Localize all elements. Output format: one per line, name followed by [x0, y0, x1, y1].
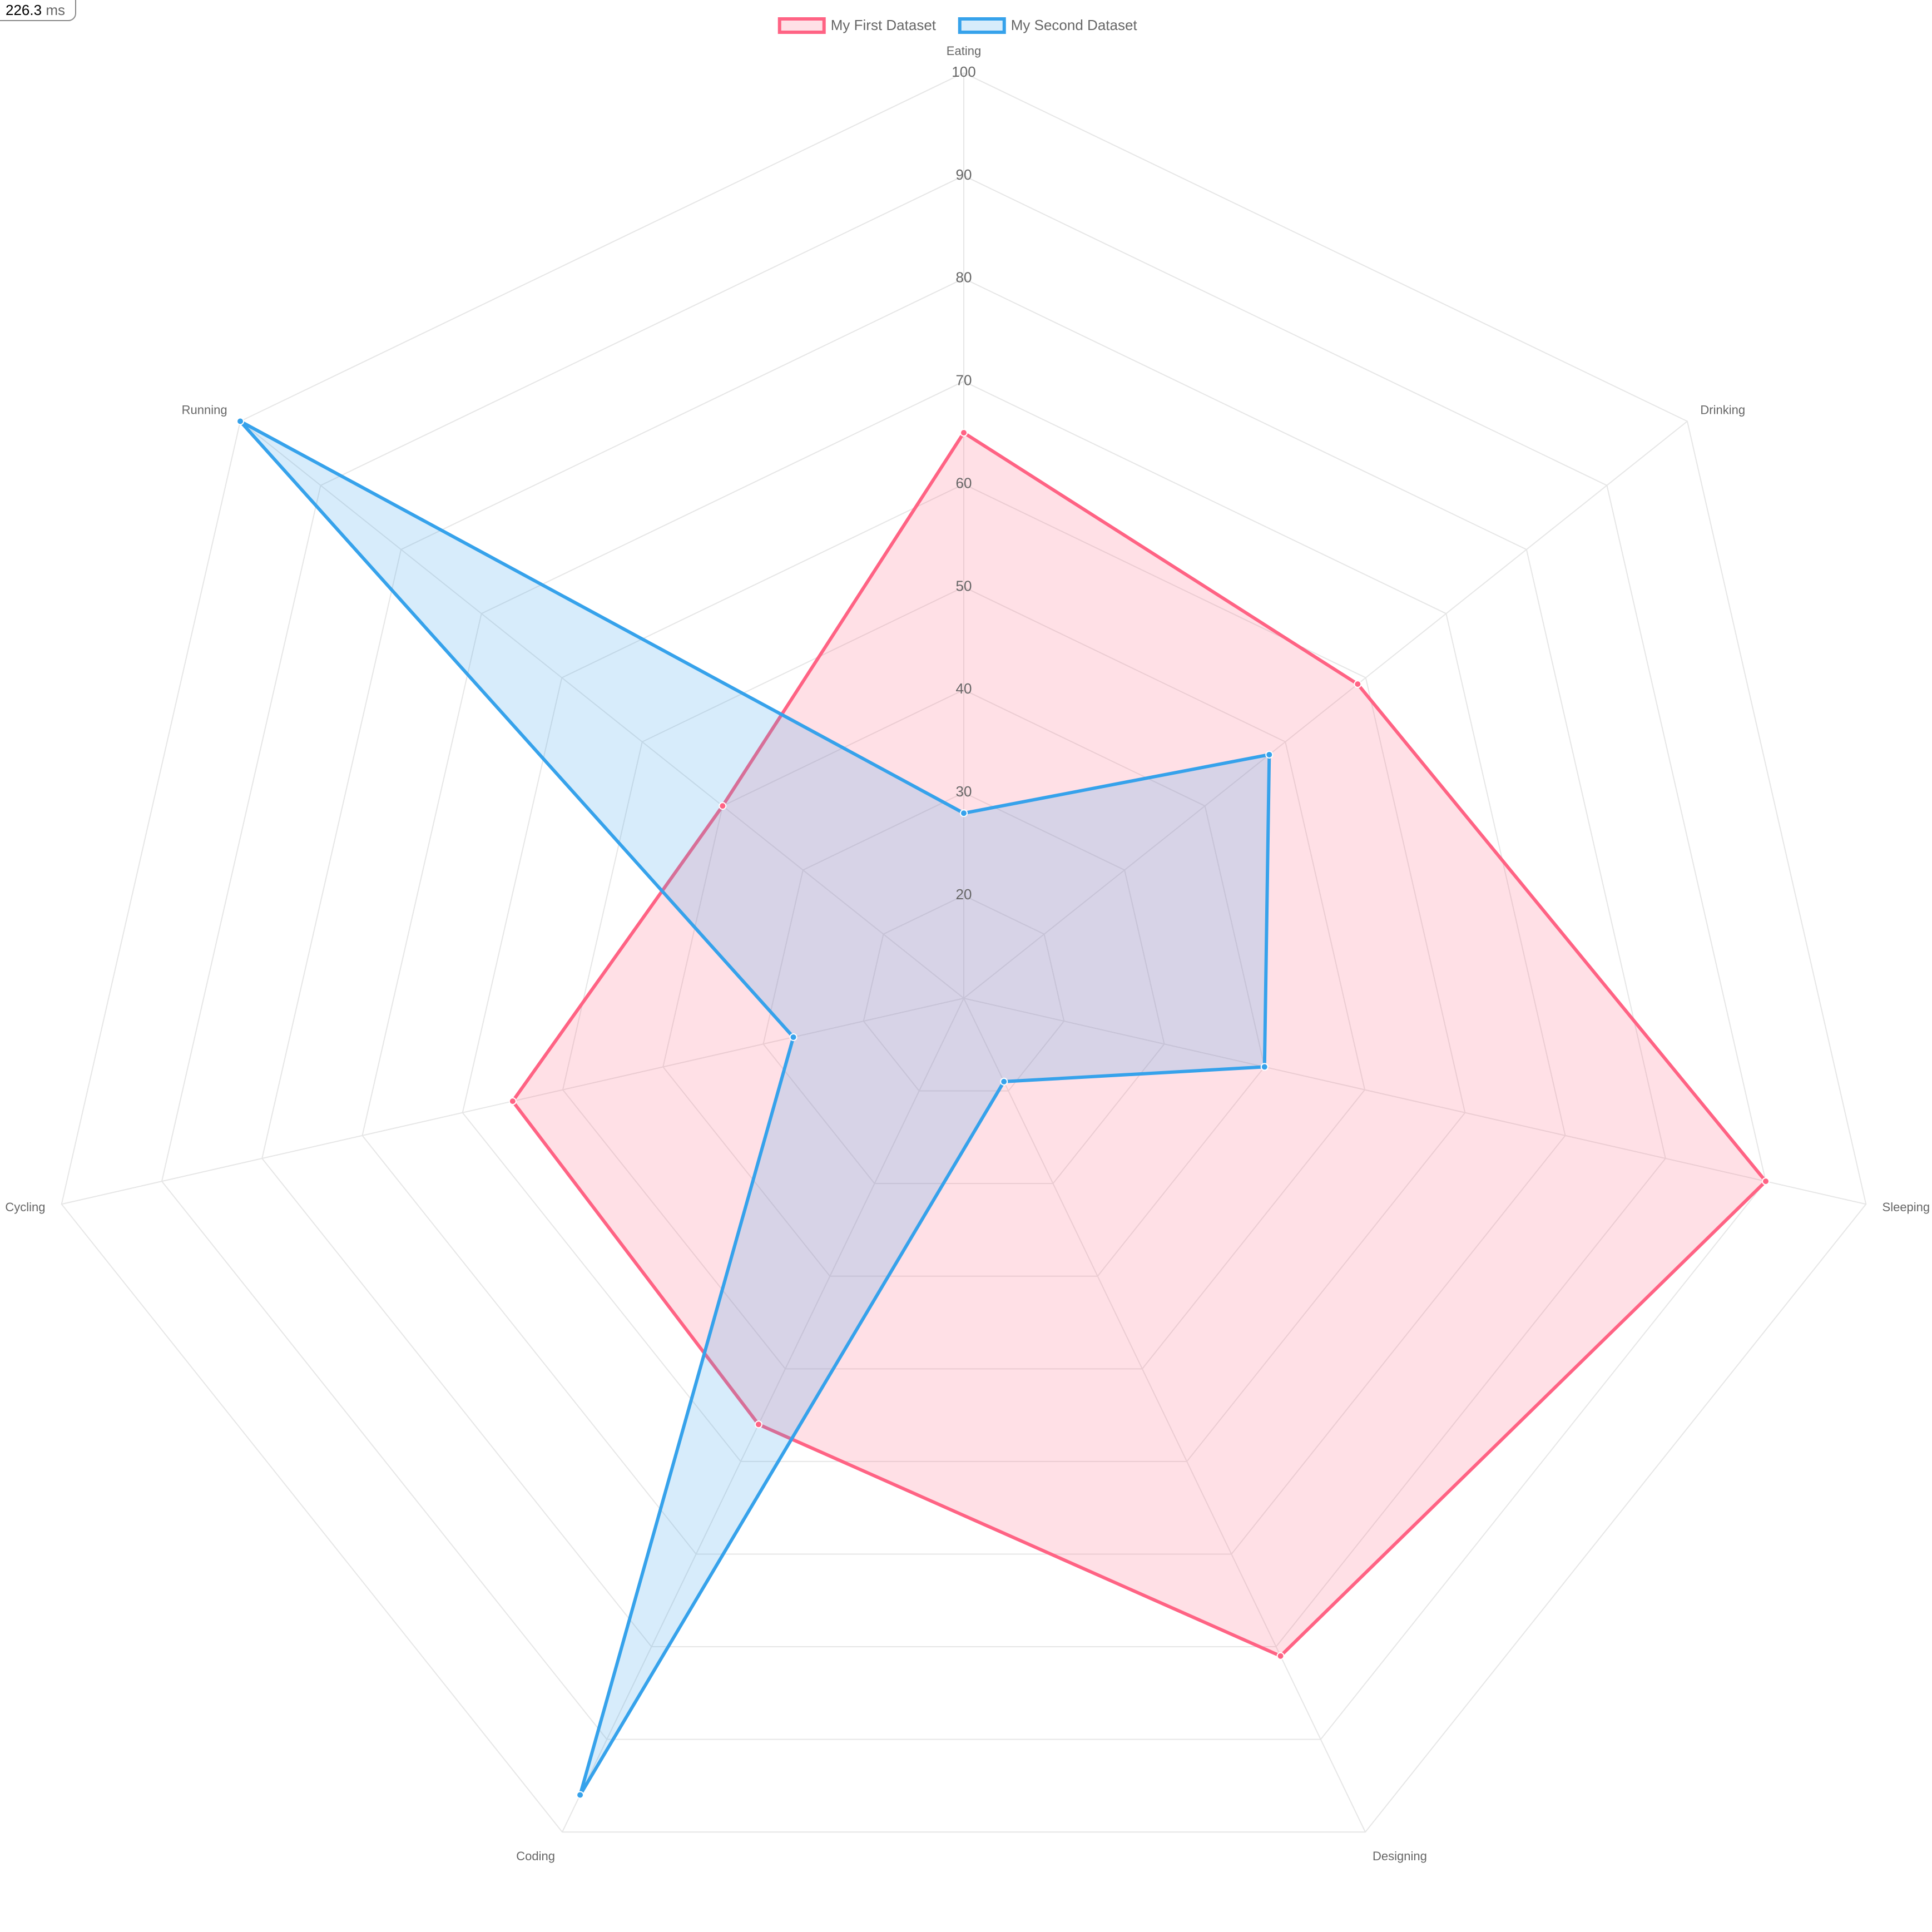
point-label: Eating — [947, 44, 981, 58]
data-point — [789, 1033, 797, 1041]
data-point — [576, 1791, 584, 1799]
data-point — [1354, 680, 1362, 688]
data-point — [1000, 1077, 1008, 1086]
r-tick-label: 30 — [956, 783, 972, 800]
legend-label: My First Dataset — [831, 17, 937, 33]
data-point — [1265, 750, 1274, 759]
grid-ring — [61, 72, 1867, 1833]
r-tick-label: 80 — [956, 269, 972, 286]
grid-ring — [762, 792, 1165, 1185]
data-point — [508, 1097, 517, 1106]
r-tick-label: 40 — [956, 680, 972, 697]
point-label: Drinking — [1700, 403, 1745, 417]
angle-line — [562, 998, 964, 1832]
legend: My First Dataset My Second Dataset — [777, 17, 1138, 34]
r-tick-label: 50 — [956, 577, 972, 594]
grid-ring — [863, 895, 1065, 1092]
grid-ring — [662, 689, 1265, 1277]
grid-ring — [361, 380, 1566, 1555]
r-tick-label: 90 — [956, 166, 972, 183]
data-point — [1762, 1177, 1770, 1186]
timing-unit: ms — [46, 2, 65, 18]
point-label: Cycling — [5, 1200, 45, 1214]
r-tick-label: 70 — [956, 372, 972, 389]
point-label: Designing — [1373, 1849, 1427, 1863]
r-tick-label: 100 — [952, 63, 975, 80]
grid-ring — [161, 175, 1767, 1740]
point-label: Running — [182, 403, 227, 417]
timing-value: 226.3 — [6, 2, 42, 18]
data-point — [1260, 1063, 1269, 1071]
data-point — [1276, 1652, 1285, 1660]
angle-line — [240, 420, 964, 999]
legend-label: My Second Dataset — [1011, 17, 1138, 33]
r-tick-label: 60 — [956, 474, 972, 491]
data-point — [960, 429, 968, 437]
data-point — [236, 417, 245, 425]
data-point — [719, 802, 727, 810]
legend-swatch — [958, 17, 1006, 34]
timing-badge: 226.3 ms — [0, 0, 76, 21]
angle-line — [963, 998, 1366, 1832]
data-point — [960, 809, 968, 818]
angle-line — [963, 420, 1688, 999]
point-label: Sleeping — [1883, 1200, 1930, 1214]
data-point — [754, 1420, 762, 1429]
angle-line — [963, 998, 1866, 1205]
grid-ring — [261, 278, 1666, 1648]
series-area — [239, 419, 1271, 1797]
point-label: Coding — [516, 1849, 555, 1863]
grid-ring — [462, 483, 1466, 1462]
grid-ring — [562, 586, 1366, 1370]
legend-swatch — [777, 17, 826, 34]
r-tick-label: 20 — [956, 886, 972, 903]
